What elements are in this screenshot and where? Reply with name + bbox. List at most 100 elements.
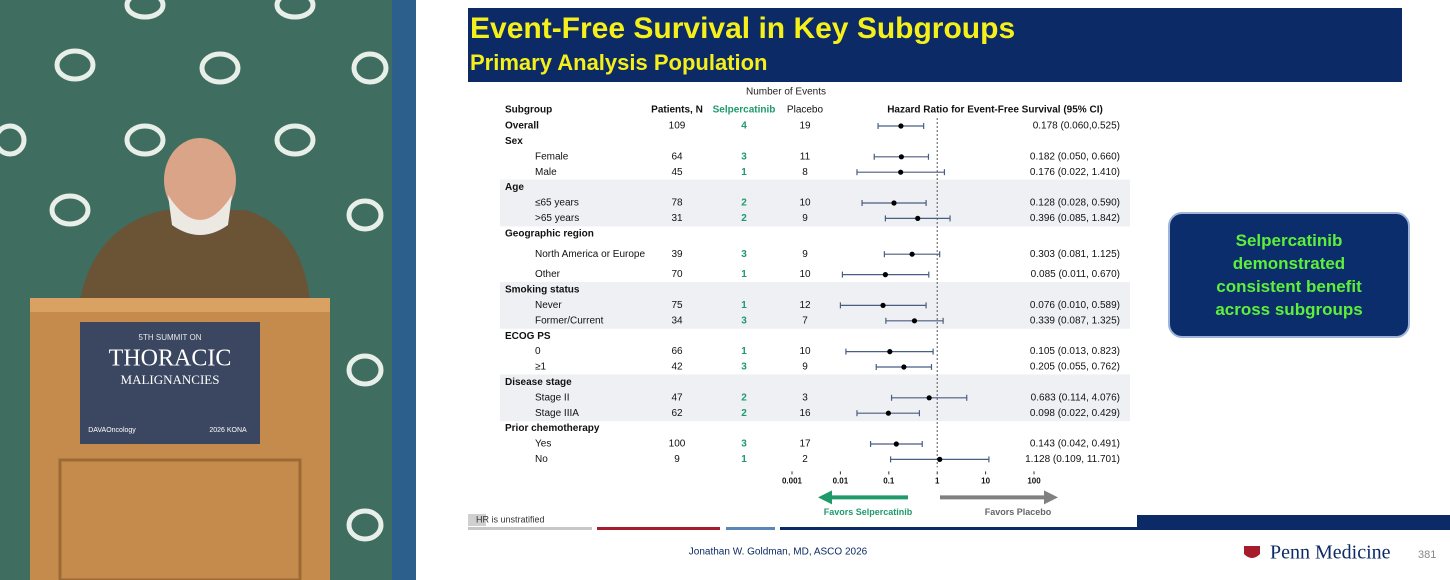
x-tick-label: 100 (1027, 477, 1041, 486)
selpercatinib-events: 1 (741, 454, 747, 465)
hr-point (937, 456, 943, 462)
row-shade (500, 374, 1130, 391)
row-label: No (535, 454, 548, 465)
x-tick-label: 0.1 (883, 477, 895, 486)
x-tick-label: 10 (981, 477, 990, 486)
podium-text: DAVAOncology (88, 427, 136, 434)
hr-label: 0.128 (0.028, 0.590) (1030, 198, 1120, 209)
speaker-head (164, 138, 236, 222)
hr-point (898, 169, 904, 175)
patients: 70 (671, 269, 683, 280)
row-shade (500, 389, 1130, 406)
row-label: Male (535, 167, 557, 178)
selpercatinib-events: 3 (741, 315, 747, 326)
selpercatinib-events: 2 (741, 392, 747, 403)
chart-subtitle: Primary Analysis Population (470, 50, 768, 75)
patients: 64 (671, 151, 683, 162)
placebo-events: 2 (802, 454, 808, 465)
patients: 75 (671, 300, 683, 311)
column-header: Hazard Ratio for Event-Free Survival (95… (887, 105, 1103, 116)
favors-right: Favors Placebo (985, 507, 1052, 517)
chart-title: Event-Free Survival in Key Subgroups (470, 12, 1015, 45)
row-shade (500, 210, 1130, 227)
hr-label: 0.205 (0.055, 0.762) (1030, 362, 1120, 373)
hr-label: 0.396 (0.085, 1.842) (1030, 213, 1120, 224)
placebo-events: 12 (799, 300, 811, 311)
hr-point (915, 215, 921, 221)
hr-label: 0.182 (0.050, 0.660) (1030, 151, 1120, 162)
placebo-events: 17 (799, 439, 811, 450)
row-label: Female (535, 151, 569, 162)
hr-label: 0.085 (0.011, 0.670) (1031, 269, 1120, 280)
row-shade (500, 179, 1130, 196)
title-band (468, 8, 1402, 82)
placebo-events: 10 (799, 346, 811, 357)
hr-point (909, 251, 915, 257)
patients: 78 (671, 198, 683, 209)
video-edge (392, 0, 416, 580)
footer-rule (468, 527, 592, 530)
podium-text: 5TH SUMMIT ON (139, 333, 202, 342)
hr-point (898, 123, 904, 129)
favors-left-head (818, 490, 832, 505)
placebo-events: 9 (802, 362, 808, 373)
speaker-beard (168, 195, 232, 235)
row-label: Yes (535, 439, 551, 450)
brand-shield (1244, 546, 1260, 558)
hr-label: 0.143 (0.042, 0.491) (1030, 439, 1120, 450)
selpercatinib-events: 1 (741, 300, 747, 311)
group-label: Prior chemotherapy (505, 423, 600, 434)
selpercatinib-events: 3 (741, 151, 747, 162)
row-label: North America or Europe (535, 249, 645, 260)
column-header: Patients, N (651, 105, 703, 116)
placebo-events: 16 (799, 408, 811, 419)
podium-panel (58, 458, 302, 580)
backdrop-logos (0, 0, 389, 542)
podium-text: 2026 KONA (209, 427, 247, 434)
patients: 42 (671, 362, 683, 373)
patients: 39 (671, 249, 683, 260)
patients: 45 (671, 167, 683, 178)
patients: 66 (671, 346, 683, 357)
selpercatinib-events: 3 (741, 362, 747, 373)
favors-left: Favors Selpercatinib (824, 507, 913, 517)
patients: 34 (671, 315, 683, 326)
group-label: Geographic region (505, 228, 594, 239)
placebo-events: 9 (802, 213, 808, 224)
patients: 62 (671, 408, 683, 419)
hr-point (891, 200, 897, 206)
row-label: Former/Current (535, 315, 604, 326)
selpercatinib-events: 1 (741, 167, 747, 178)
selpercatinib-events: 2 (741, 408, 747, 419)
callout: Selpercatinib demonstrated consistent be… (1168, 212, 1410, 338)
patients: 9 (674, 454, 680, 465)
hr-label: 0.178 (0.060,0.525) (1033, 121, 1120, 132)
footer-rule (726, 527, 775, 530)
group-label: Disease stage (505, 377, 572, 388)
hr-point (911, 318, 918, 324)
podium-text: THORACIC (109, 346, 232, 372)
patients: 31 (671, 213, 683, 224)
placebo-events: 19 (799, 121, 811, 132)
patients: 109 (669, 121, 686, 132)
hr-label: 0.339 (0.087, 1.325) (1030, 315, 1120, 326)
hr-point (901, 364, 907, 370)
column-header: Selpercatinib (713, 105, 776, 116)
selpercatinib-events: 1 (741, 269, 747, 280)
podium-text: MALIGNANCIES (121, 372, 220, 387)
podium-top (30, 298, 330, 312)
column-group-label: Number of Events (746, 87, 826, 98)
row-shade (500, 297, 1130, 314)
row-label: >65 years (535, 213, 579, 224)
hr-point (887, 349, 893, 355)
row-shade (500, 312, 1130, 329)
placebo-events: 9 (802, 249, 808, 260)
footnote-marker (468, 514, 486, 526)
hr-label: 1.128 (0.109, 11.701) (1025, 454, 1120, 465)
row-shade (500, 405, 1130, 422)
group-label: Age (505, 182, 524, 193)
placebo-events: 10 (799, 198, 811, 209)
placebo-events: 3 (802, 392, 808, 403)
